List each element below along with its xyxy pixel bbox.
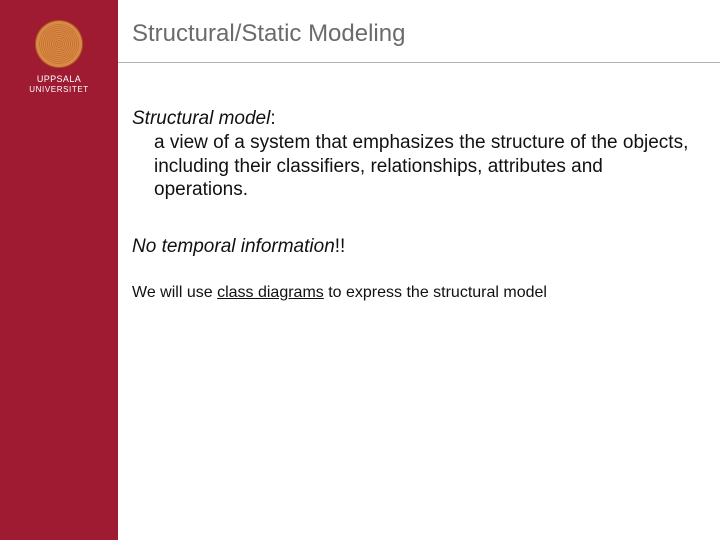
term-label: Structural model <box>132 108 270 129</box>
note-underline: class diagrams <box>217 284 324 301</box>
sidebar: UPPSALA UNIVERSITET <box>0 0 118 540</box>
title-divider <box>118 62 720 63</box>
term-colon: : <box>270 108 275 129</box>
page-title: Structural/Static Modeling <box>132 20 690 56</box>
slide: UPPSALA UNIVERSITET Structural/Static Mo… <box>0 0 720 540</box>
university-name: UPPSALA UNIVERSITET <box>29 74 89 94</box>
university-name-line1: UPPSALA <box>29 74 89 85</box>
emphasis-bang: !! <box>335 236 346 257</box>
emphasis-italic: No temporal information <box>132 236 335 257</box>
term-definition: a view of a system that emphasizes the s… <box>132 131 690 202</box>
note-line: We will use class diagrams to express th… <box>132 284 690 302</box>
university-name-line2: UNIVERSITET <box>29 85 89 95</box>
content-area: Structural/Static Modeling Structural mo… <box>118 0 720 540</box>
university-seal-icon <box>35 20 83 68</box>
note-pre: We will use <box>132 284 217 301</box>
note-post: to express the structural model <box>324 284 547 301</box>
definition-block: Structural model: a view of a system tha… <box>132 107 690 202</box>
emphasis-line: No temporal information!! <box>132 236 690 258</box>
